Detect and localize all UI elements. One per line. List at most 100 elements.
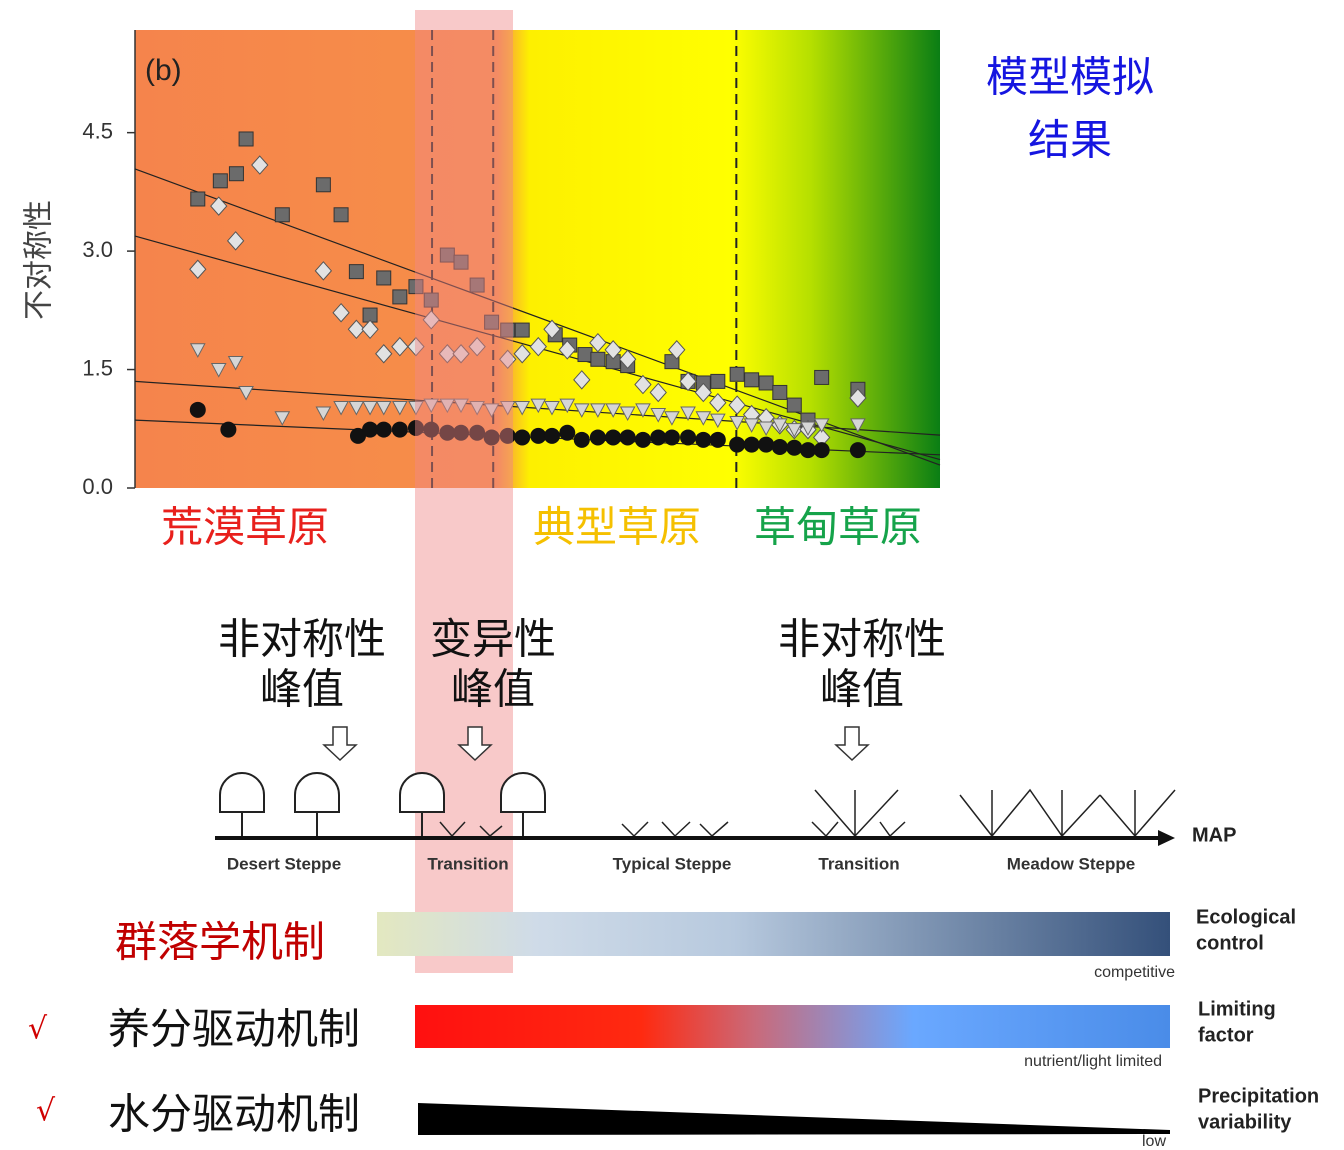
- square-marker: [315, 177, 331, 193]
- diamond-marker: [604, 340, 622, 360]
- triangle-marker: [274, 411, 291, 426]
- triangle-marker: [408, 400, 424, 416]
- square-marker: [423, 292, 439, 308]
- circle-marker: [729, 436, 746, 453]
- square-marker: [664, 354, 680, 370]
- square-marker: [710, 373, 726, 389]
- peak-label: 非对称性: [778, 615, 946, 664]
- diamond-marker: [391, 336, 409, 357]
- circle-marker: [709, 431, 726, 448]
- gradient-bar: [377, 912, 1170, 956]
- note-text: 结果: [1028, 116, 1112, 165]
- circle-marker: [813, 442, 830, 459]
- arrow: [322, 726, 358, 762]
- square-marker: [348, 264, 364, 280]
- square-marker: [786, 397, 802, 413]
- triangle-marker: [439, 398, 456, 414]
- gradient-title: Precipitation: [1198, 1085, 1319, 1107]
- shrub-icon: [399, 772, 445, 838]
- diamond-marker: [189, 259, 207, 280]
- panel-label: (b): [145, 54, 182, 87]
- circle-marker: [407, 419, 424, 436]
- zone-name: Transition: [818, 854, 899, 873]
- diamond-marker: [499, 349, 517, 370]
- diamond-marker: [573, 370, 591, 390]
- triangle-marker: [423, 398, 440, 414]
- diamond-marker: [407, 336, 425, 357]
- diamond-marker: [558, 340, 576, 360]
- peak-label: 变异性: [430, 615, 556, 664]
- circle-marker: [573, 431, 590, 448]
- diamond-marker: [226, 231, 245, 251]
- square-marker: [758, 375, 774, 391]
- square-marker: [814, 369, 830, 385]
- square-marker: [729, 366, 745, 382]
- diamond-marker: [589, 332, 607, 353]
- triangle-marker: [619, 406, 636, 422]
- grass-icon: [439, 788, 1176, 838]
- diamond-marker: [694, 382, 712, 403]
- diamond-marker: [251, 155, 269, 175]
- circle-marker: [499, 427, 516, 444]
- square-marker: [469, 277, 485, 293]
- circle-marker: [375, 421, 392, 438]
- triangle-marker: [469, 400, 485, 416]
- triangle-marker: [375, 400, 392, 416]
- check-mark: √: [28, 1012, 48, 1047]
- peak-label: 峰值: [820, 665, 904, 714]
- square-marker: [590, 351, 606, 367]
- y-tick-label: 0.0: [82, 474, 113, 499]
- circle-marker: [695, 431, 712, 448]
- triangle-marker: [650, 408, 667, 423]
- peak-label: 峰值: [260, 665, 344, 714]
- square-marker: [577, 347, 593, 363]
- circle-marker: [634, 431, 651, 448]
- square-marker: [212, 173, 228, 189]
- diamond-marker: [709, 392, 727, 413]
- circle-marker: [469, 424, 486, 441]
- square-marker: [484, 314, 500, 330]
- triangle-marker: [680, 406, 696, 422]
- zone-label: 荒漠草原: [161, 503, 329, 552]
- circle-marker: [619, 429, 636, 446]
- gradient-title: control: [1196, 932, 1264, 954]
- circle-marker: [650, 429, 667, 446]
- triangle-marker: [189, 343, 206, 358]
- triangle-marker: [210, 363, 227, 378]
- diamond-marker: [513, 344, 531, 364]
- square-marker: [408, 279, 424, 295]
- square-marker: [744, 372, 760, 388]
- diamond-marker: [668, 340, 686, 360]
- triangle-marker: [544, 400, 560, 416]
- diamond-marker: [332, 302, 350, 323]
- triangle-marker: [758, 421, 774, 437]
- circle-marker: [391, 421, 408, 438]
- plot-background: [135, 30, 940, 488]
- circle-marker: [362, 421, 379, 438]
- diamond-marker: [543, 319, 561, 340]
- peak-label: 非对称性: [218, 615, 386, 664]
- triangle-marker: [514, 400, 531, 416]
- triangle-marker: [709, 413, 726, 429]
- triangle-marker: [664, 411, 680, 426]
- triangle-marker: [530, 398, 547, 414]
- triangle-marker: [499, 400, 516, 416]
- square-marker: [333, 207, 349, 223]
- triangle-marker: [483, 403, 500, 418]
- diamond-marker: [210, 196, 228, 216]
- circle-marker: [483, 429, 500, 446]
- triangle-marker: [453, 398, 469, 414]
- square-marker: [228, 166, 244, 182]
- circle-marker: [453, 424, 470, 441]
- gradient-title: variability: [1198, 1111, 1292, 1133]
- circle-marker: [771, 438, 788, 455]
- circle-marker: [799, 442, 816, 459]
- circle-marker: [663, 429, 680, 446]
- circle-marker: [559, 424, 576, 441]
- triangle-marker: [729, 415, 745, 431]
- gradient-bar: [415, 1005, 1170, 1048]
- gradient-title: Limiting: [1198, 998, 1276, 1020]
- gradient-end-label: competitive: [1094, 964, 1175, 981]
- gradient-title: Ecological: [1196, 906, 1296, 928]
- triangle-marker: [771, 418, 788, 433]
